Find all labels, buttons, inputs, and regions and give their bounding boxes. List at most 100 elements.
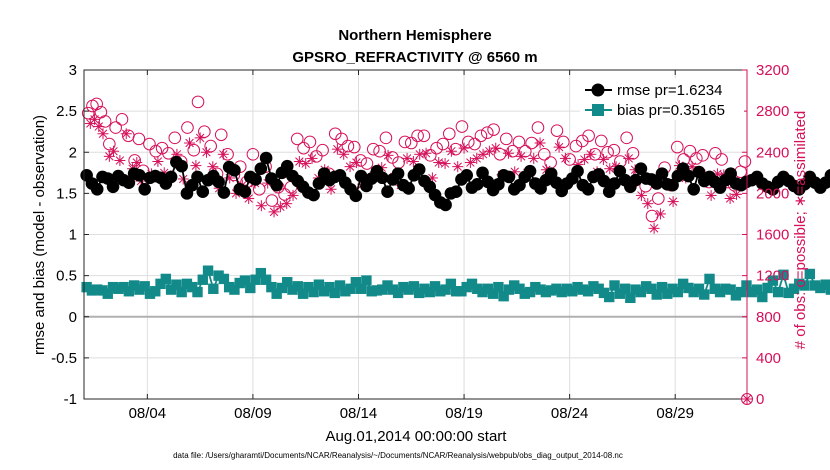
bias-point xyxy=(91,284,103,295)
bias-point xyxy=(187,281,198,293)
bias-point xyxy=(572,281,583,293)
bias-point xyxy=(619,283,631,294)
assimilated-point xyxy=(338,148,350,160)
bias-point xyxy=(445,278,457,290)
x-tick-label: 08/19 xyxy=(445,405,483,422)
assimilated-point-stroke xyxy=(282,199,291,208)
assimilated-point-stroke xyxy=(109,146,118,156)
assimilated-point-stroke xyxy=(257,201,266,210)
possible-point xyxy=(576,134,589,148)
bias-point xyxy=(524,286,536,298)
bias-point xyxy=(545,285,557,296)
rmse-point xyxy=(824,169,830,182)
assimilated-point-stroke xyxy=(554,142,564,152)
possible-point xyxy=(360,157,374,170)
possible-point xyxy=(690,152,703,165)
rmse-point xyxy=(238,185,252,199)
possible-point xyxy=(81,106,95,120)
bias-point xyxy=(683,282,694,294)
bias-point xyxy=(704,273,715,285)
y-tick-label: 0 xyxy=(69,309,77,326)
assimilated-point-stroke xyxy=(326,185,336,194)
bias-point xyxy=(561,283,573,294)
bias-point xyxy=(435,286,446,297)
bias-point xyxy=(223,281,235,293)
assimilated-point xyxy=(585,148,597,160)
bias-point xyxy=(503,284,515,295)
possible-point xyxy=(652,192,665,205)
possible-point xyxy=(474,129,488,143)
bias-point xyxy=(245,282,256,294)
y-tick-label: 0.5 xyxy=(56,268,77,285)
assimilated-point-stroke xyxy=(202,148,211,157)
bias-point xyxy=(324,281,335,293)
bias-point xyxy=(197,274,208,285)
assimilated-point-stroke xyxy=(504,149,513,158)
assimilated-point-stroke xyxy=(491,143,500,153)
possible-point xyxy=(715,153,728,166)
possible-point xyxy=(347,140,361,154)
assimilated-point-stroke xyxy=(605,164,614,173)
possible-point xyxy=(316,143,329,157)
bias-point xyxy=(377,284,388,295)
assimilated-point-stroke xyxy=(637,191,646,200)
rmse-point xyxy=(217,186,231,199)
assimilated-point-stroke xyxy=(307,154,317,163)
bias-point xyxy=(102,288,113,299)
bias-point xyxy=(730,290,742,301)
possible-point xyxy=(265,194,279,207)
assimilated-point-stroke xyxy=(649,224,659,233)
possible-point xyxy=(398,135,412,149)
legend-box xyxy=(580,78,744,120)
bias-point xyxy=(128,280,140,291)
series-layer xyxy=(80,95,830,304)
bias-point xyxy=(255,267,267,279)
rmse-point xyxy=(228,164,241,177)
bias-point xyxy=(287,284,298,295)
legend-bias-label: bias pr=0.35165 xyxy=(617,102,725,119)
bias-point xyxy=(403,284,414,295)
bias-point xyxy=(625,292,636,304)
bias-point xyxy=(160,273,172,285)
possible-point xyxy=(671,140,684,154)
possible-point xyxy=(417,129,431,143)
bias-point xyxy=(276,282,288,294)
bias-point xyxy=(371,285,383,296)
rmse-point xyxy=(254,162,268,175)
series-rmse xyxy=(80,151,830,212)
assimilated-point-stroke xyxy=(105,152,114,161)
bias-point xyxy=(318,286,330,297)
rmse-point xyxy=(655,167,669,180)
possible-point xyxy=(696,149,709,162)
possible-point xyxy=(181,121,194,134)
assimilated-point-stroke xyxy=(732,190,741,199)
assimilated-point xyxy=(502,147,514,159)
y-tick-label: 2.5 xyxy=(56,103,77,120)
possible-point xyxy=(191,95,205,109)
assimilated-point-stroke xyxy=(219,150,228,159)
assimilated-point-stroke xyxy=(333,144,342,154)
bias-point xyxy=(535,284,546,295)
bias-point xyxy=(778,269,789,281)
possible-point xyxy=(455,120,469,133)
bias-point xyxy=(297,288,309,299)
y2-tick-label: 2000 xyxy=(756,185,789,202)
assimilated-point xyxy=(654,208,666,220)
assimilated-point-stroke xyxy=(624,154,634,163)
assimilated-point-stroke xyxy=(415,150,424,159)
bias-point xyxy=(366,286,377,297)
bias-point xyxy=(714,286,726,298)
assimilated-point-stroke xyxy=(94,122,104,131)
bias-point xyxy=(794,278,805,290)
y-tick-label: 1.5 xyxy=(56,185,77,202)
bias-point xyxy=(582,286,594,297)
assimilated-point-stroke xyxy=(195,133,205,143)
bias-point xyxy=(202,265,214,276)
bias-point xyxy=(86,285,98,296)
assimilated-point-stroke xyxy=(115,156,125,165)
bias-point xyxy=(588,281,599,292)
assimilated-point xyxy=(401,152,413,164)
possible-point xyxy=(601,145,614,159)
assimilated-point xyxy=(452,161,464,173)
